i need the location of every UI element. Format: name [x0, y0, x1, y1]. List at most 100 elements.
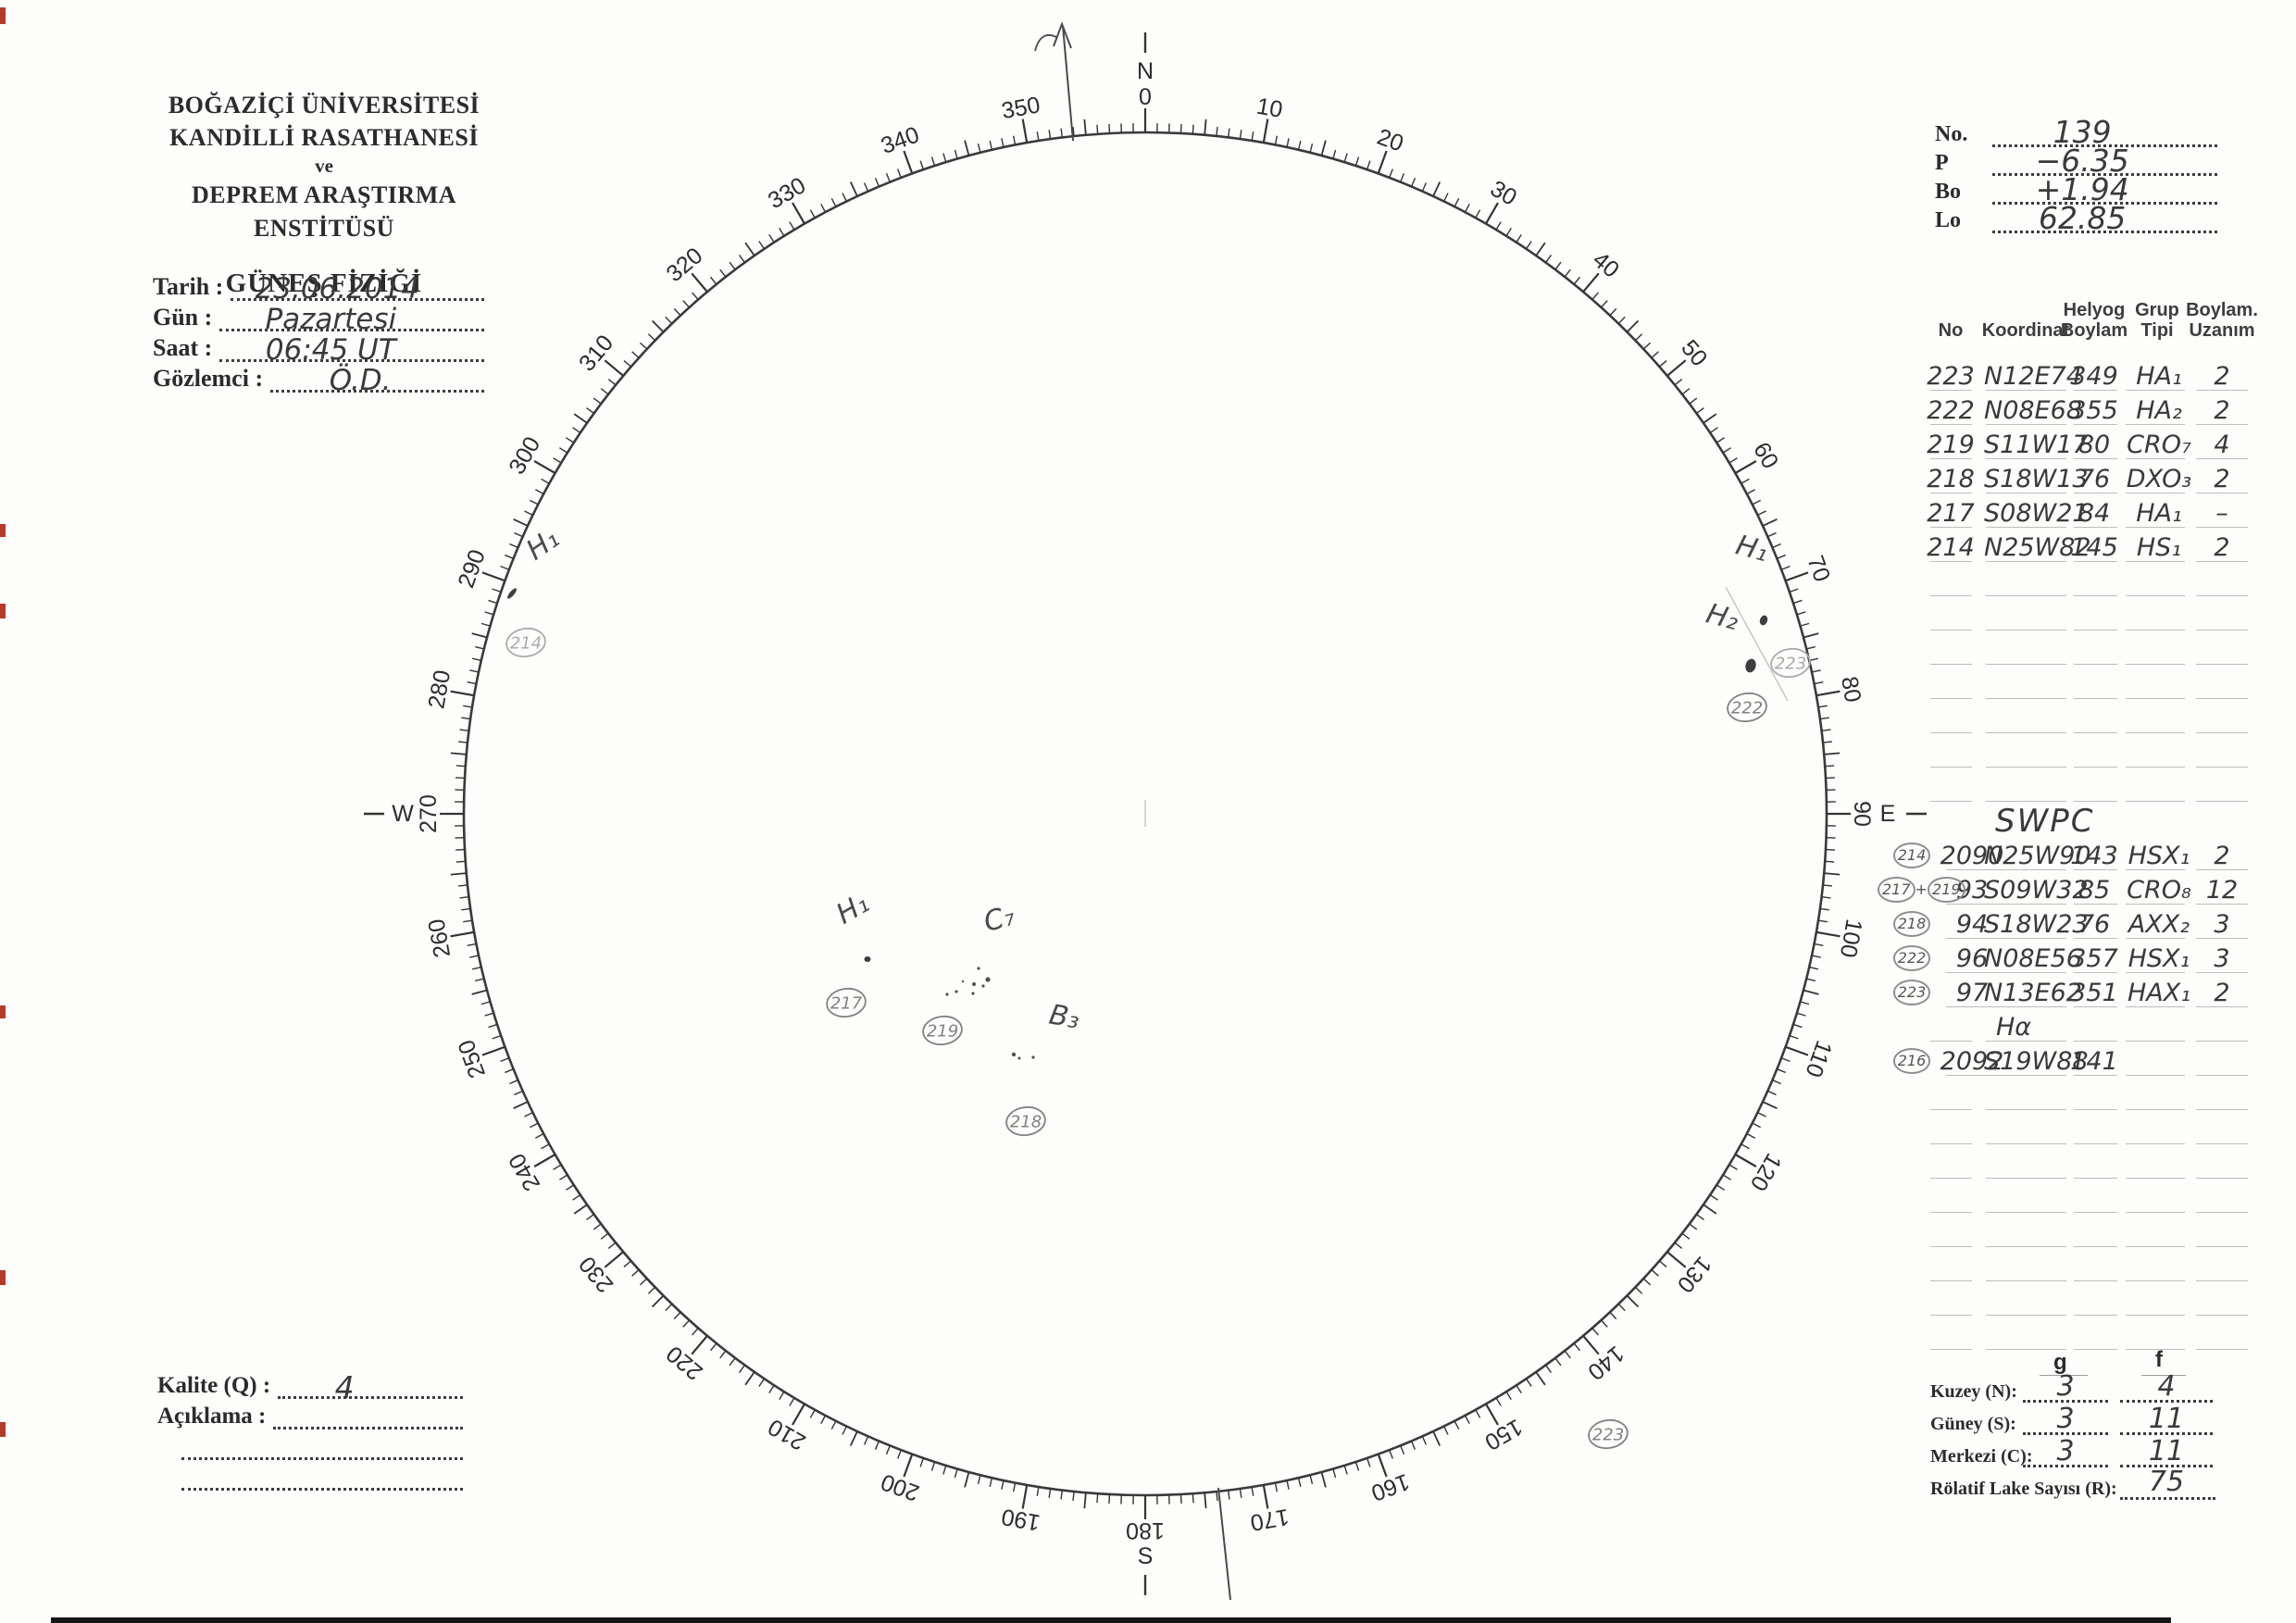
quality-field-label: Açıklama :: [157, 1404, 267, 1429]
degree-tick: [903, 150, 914, 174]
degree-tick: [842, 193, 847, 202]
degree-tick: [509, 543, 518, 549]
rule-segment: [2126, 1212, 2185, 1213]
rule-segment: [1930, 1349, 1972, 1350]
degree-tick: [1696, 406, 1704, 414]
group-number-circle: [1005, 1105, 1046, 1137]
cell-koordinat: N13E62: [1984, 979, 2082, 1007]
stat-value-g: 3: [2056, 1370, 2075, 1403]
degree-label: 150: [1480, 1414, 1527, 1455]
degree-tick: [1825, 777, 1836, 780]
rule-segment: [2196, 1315, 2248, 1316]
degree-tick: [738, 255, 745, 263]
degree-tick: [607, 1242, 617, 1250]
rule-segment: [1986, 938, 2066, 939]
degree-label: 140: [1583, 1341, 1629, 1385]
degree-tick: [565, 1184, 575, 1191]
degree-tick: [673, 307, 681, 317]
group-number: 214: [510, 634, 542, 654]
degree-tick: [1591, 1328, 1599, 1336]
sunspot-dot: [971, 992, 975, 995]
cell-uzanim: 2: [2214, 465, 2230, 493]
table-row-blank: [1907, 1217, 2270, 1252]
degree-tick: [1320, 140, 1327, 156]
degree-tick: [1297, 140, 1302, 151]
rule-segment: [2126, 801, 2185, 802]
degree-tick: [1525, 241, 1532, 250]
degree-tick: [820, 1415, 827, 1425]
degree-tick: [1626, 1294, 1640, 1308]
rule-segment: [2126, 458, 2185, 459]
degree-tick: [455, 765, 466, 768]
scan-red-mark: [0, 1270, 6, 1285]
degree-tick: [500, 566, 510, 570]
degree-tick: [450, 690, 475, 697]
rule-segment: [1986, 1246, 2066, 1247]
group-number-circle: [1588, 1418, 1628, 1450]
rule-segment: [1986, 527, 2066, 528]
degree-tick: [1366, 1457, 1371, 1467]
circled-group-number: 219: [1927, 877, 1965, 903]
rule-segment: [2074, 1178, 2117, 1179]
rule-segment: [1930, 698, 1972, 699]
degree-tick: [1609, 307, 1617, 317]
rule-segment: [2126, 1109, 2185, 1110]
circled-group-number: 217: [1878, 877, 1915, 903]
degree-tick: [758, 1378, 766, 1387]
group-number: 217: [830, 994, 863, 1014]
cell-grup: CRO₈: [2127, 876, 2191, 905]
degree-tick: [1617, 316, 1626, 325]
degree-tick: [1822, 741, 1832, 743]
degree-tick: [1634, 333, 1643, 342]
rule-segment: [2074, 801, 2117, 802]
degree-tick: [1443, 193, 1449, 202]
group-class-label: B₃: [1047, 999, 1082, 1036]
degree-tick: [455, 777, 466, 780]
dotted-line: Ö.D.: [270, 362, 484, 397]
table-row: Hα: [1907, 1012, 2270, 1046]
rule-segment: [1986, 904, 2066, 905]
degree-tick: [1204, 119, 1207, 135]
rule-segment: [1946, 938, 2000, 939]
rule-segment: [1930, 1109, 1972, 1110]
table-row-blank: [1907, 1080, 2270, 1115]
degree-tick: [1728, 457, 1738, 464]
degree-tick: [488, 599, 498, 605]
degree-tick: [1505, 227, 1512, 237]
rule-segment: [1930, 595, 1972, 596]
rule-segment: [2126, 561, 2185, 562]
degree-tick: [1366, 160, 1371, 170]
degree-tick: [459, 896, 469, 899]
degree-tick: [471, 989, 488, 995]
degree-tick: [1824, 872, 1841, 876]
degree-tick: [779, 227, 785, 237]
table-row: 94 S18W23 76 AXX₂ 3 218: [1892, 909, 2270, 943]
degree-tick: [809, 1409, 816, 1418]
degree-tick: [1785, 1045, 1809, 1056]
degree-tick: [849, 181, 858, 197]
degree-tick: [1642, 342, 1652, 350]
degree-label: 40: [1588, 246, 1624, 282]
rule-segment: [2074, 869, 2117, 870]
pencil-line: [1725, 586, 1789, 702]
degree-tick: [1728, 1164, 1738, 1170]
group-number: 222: [1731, 699, 1763, 718]
form-title: GÜNEŞ FİZİĞİ: [225, 268, 423, 298]
degree-tick: [897, 169, 902, 179]
degree-tick: [1389, 169, 1393, 179]
rule-segment: [2196, 972, 2248, 973]
table-row-blank: [1907, 669, 2270, 704]
rule-segment: [2196, 1109, 2248, 1110]
degree-tick: [1772, 543, 1781, 549]
cell-helyog: 80: [2078, 431, 2111, 459]
degree-tick: [1789, 1034, 1799, 1040]
rule-segment: [1986, 664, 2066, 665]
rule-segment: [2074, 561, 2117, 562]
degree-tick: [692, 1328, 699, 1336]
rule-segment: [2126, 527, 2185, 528]
degree-label: 290: [453, 546, 491, 592]
degree-tick: [789, 1397, 795, 1406]
degree-tick: [471, 966, 482, 970]
degree-label: 340: [878, 121, 923, 159]
